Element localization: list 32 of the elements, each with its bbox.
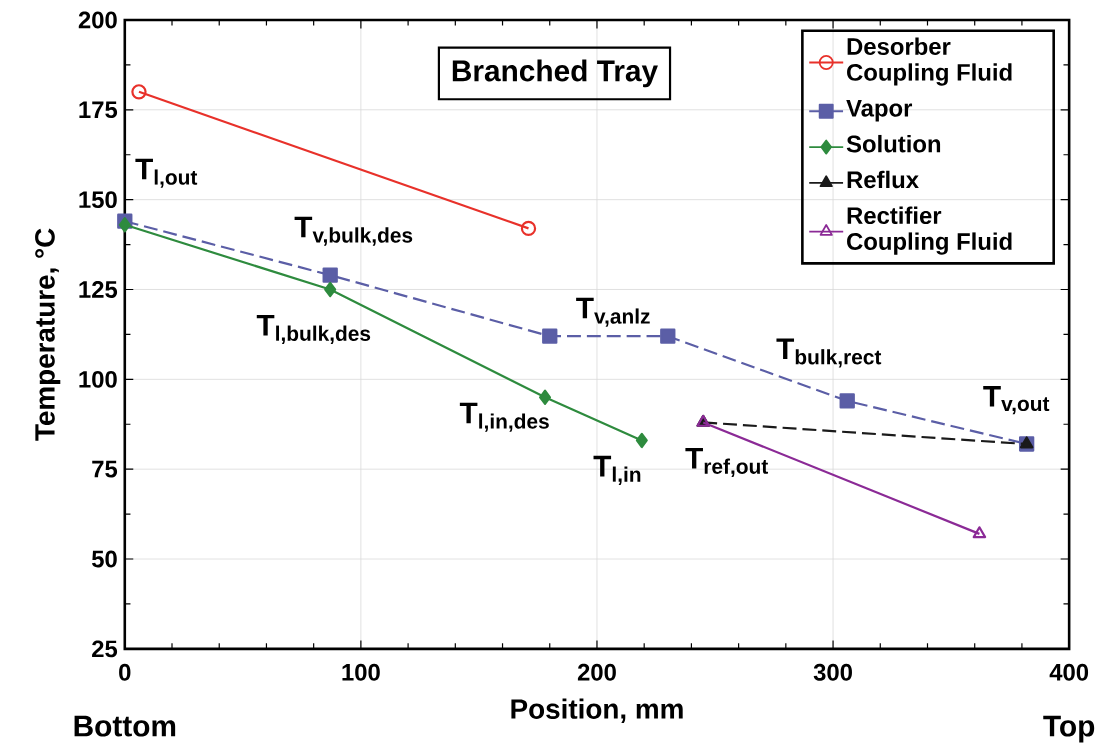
annotation: T$_{bulk,rect}$ (776, 338, 882, 368)
y-tick-label: 200 (78, 11, 117, 29)
x-tick-label: 400 (1049, 664, 1089, 681)
annotation: T$_{l,bulk,des}$ (256, 315, 371, 345)
x-tick-label: 200 (577, 664, 616, 681)
y-tick-label: 100 (79, 371, 117, 388)
legend-label: Reflux (847, 170, 919, 189)
legend-label: Vapor (846, 100, 913, 122)
y-tick-label: 50 (91, 550, 117, 568)
x-tick-label: 100 (342, 664, 380, 681)
annotation: T$_{l,out}$ (135, 158, 198, 188)
annotation: T$_{ref,out}$ (685, 448, 769, 478)
annotation: T$_{v,anlz}$ (576, 297, 650, 327)
legend-label: Desorber Coupling Fluid (847, 37, 1012, 86)
annotation: T$_{l,in}$ (593, 456, 641, 486)
annotation: T$_{v,out}$ (983, 386, 1050, 415)
text: Top (1043, 715, 1095, 743)
y-tick-label: 175 (79, 101, 118, 119)
legend-label: Solution (846, 135, 941, 153)
annotation: T$_{v,bulk,des}$ (294, 216, 413, 246)
y-tick-label: 25 (92, 640, 118, 658)
legend-label: Rectifier Coupling Fluid (847, 206, 1012, 255)
y-tick-label: 125 (79, 281, 118, 299)
text: Bottom (74, 715, 176, 737)
y-tick-label: 75 (92, 461, 118, 478)
text: Branched Tray (452, 59, 658, 88)
x-axis-title: Position, mm (511, 698, 683, 724)
y-tick-label: 150 (79, 191, 117, 209)
x-tick-label: 0 (119, 664, 131, 681)
x-tick-label: 300 (813, 664, 852, 681)
annotation: T$_{l,in,des}$ (459, 402, 549, 432)
y-axis-title: Temperature, °C (35, 228, 61, 441)
